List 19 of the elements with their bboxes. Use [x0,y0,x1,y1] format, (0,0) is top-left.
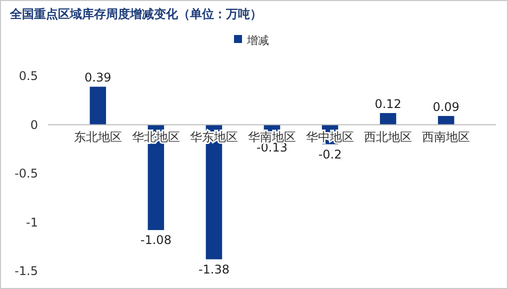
y-tick-label: 0 [30,118,38,132]
bar [438,116,454,125]
x-tick-label: 东北地区 [74,130,122,144]
chart-title: 全国重点区域库存周度增减变化（单位：万吨） [9,7,262,21]
data-label: -0.2 [318,147,342,162]
data-label: 0.39 [84,70,112,85]
data-label: 0.09 [432,100,460,114]
data-label: -1.38 [198,262,230,276]
y-tick-label: -1 [26,215,38,230]
data-label: 0.12 [374,97,402,112]
y-tick-label: -0.5 [14,166,38,180]
bar [380,113,396,125]
x-tick-label: 西北地区 [364,130,412,144]
x-tick-label: 西南地区 [422,130,470,144]
y-tick-label: -1.5 [14,264,38,278]
bar [90,86,106,125]
y-tick-label: 0.5 [18,69,38,83]
legend-label: 增减 [246,34,269,47]
data-label: -1.08 [140,233,172,248]
